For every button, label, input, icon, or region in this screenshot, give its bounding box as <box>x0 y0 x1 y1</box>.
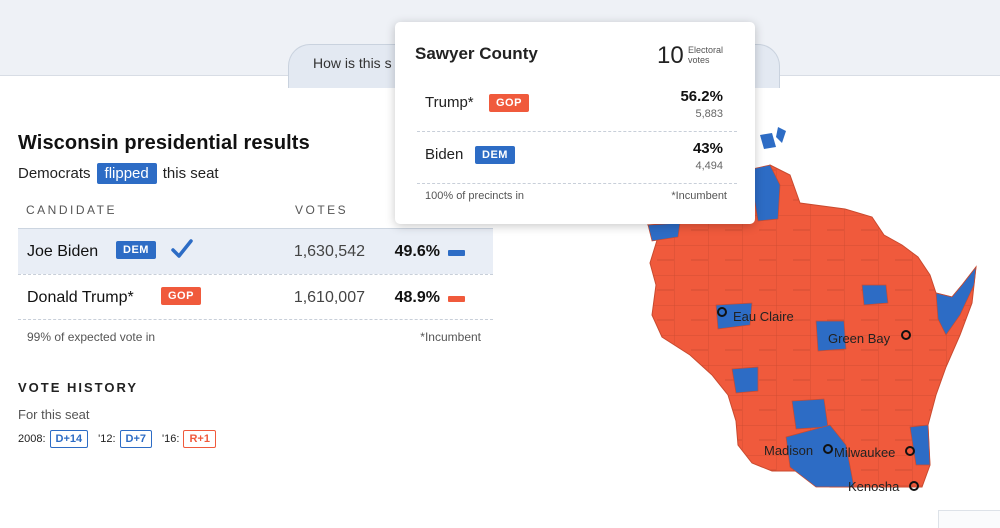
candidate-name: Donald Trump* <box>27 289 134 306</box>
results-panel: Wisconsin presidential results Democrats… <box>18 132 493 354</box>
wisconsin-county-map[interactable]: Eau Claire Green Bay Madison Milwaukee K… <box>640 125 995 495</box>
party-badge-dem: DEM <box>475 146 515 164</box>
candidate-votes: 1,630,542 <box>293 243 365 260</box>
candidate-row-trump[interactable]: Donald Trump* GOP 1,610,007 48.9% <box>18 274 493 320</box>
history-year: 2008: <box>18 433 46 445</box>
county-dane[interactable] <box>785 424 855 488</box>
city-marker-madison <box>823 444 833 454</box>
electoral-votes-count: 10 <box>657 42 684 69</box>
incumbent-note: *Incumbent <box>420 330 481 344</box>
city-marker-green-bay <box>901 330 911 340</box>
checkmark-icon <box>171 239 193 258</box>
island-apostle <box>776 127 786 143</box>
vote-share-bar <box>448 296 465 302</box>
votes-column-header: VOTES <box>295 203 349 217</box>
county-door[interactable] <box>935 265 977 336</box>
tooltip-candidate-name: Biden <box>425 146 464 163</box>
candidate-percent: 48.9% <box>394 289 440 306</box>
tooltip-row-biden: Biden DEM 43% 4,494 <box>417 134 737 184</box>
results-table-header: CANDIDATE VOTES <box>18 200 493 222</box>
summary-tail-text: this seat <box>162 165 219 182</box>
tooltip-county-name: Sawyer County <box>415 44 538 63</box>
electoral-votes-label: Electoral votes <box>688 45 724 65</box>
candidate-name: Joe Biden <box>27 243 99 260</box>
summary-party-text: Democrats <box>18 165 91 182</box>
candidate-row-biden[interactable]: Joe Biden DEM 1,630,542 49.6% <box>18 228 493 274</box>
vote-share-bar <box>448 250 465 256</box>
city-label-madison: Madison <box>764 443 813 458</box>
county-menominee[interactable] <box>861 284 889 306</box>
county-portage[interactable] <box>815 320 847 352</box>
precincts-reporting: 100% of precincts in <box>425 190 525 202</box>
tooltip-percent: 56.2% <box>680 88 723 105</box>
island-bayfield <box>760 133 776 149</box>
history-result-badge: D+7 <box>119 430 153 448</box>
city-label-kenosha: Kenosha <box>848 479 900 494</box>
tooltip-row-trump: Trump* GOP 56.2% 5,883 <box>417 82 737 132</box>
party-badge-dem: DEM <box>116 241 156 259</box>
expected-vote-note: 99% of expected vote in <box>27 330 156 344</box>
history-result-badge: R+1 <box>183 430 216 448</box>
history-result-badge: D+14 <box>49 430 89 448</box>
history-year: '16: <box>162 433 180 445</box>
results-title: Wisconsin presidential results <box>18 132 310 154</box>
vote-history-subheading: For this seat <box>18 407 90 422</box>
tooltip-candidate-name: Trump* <box>425 94 474 111</box>
party-badge-gop: GOP <box>489 94 529 112</box>
history-year: '12: <box>98 433 116 445</box>
city-marker-kenosha <box>909 481 919 491</box>
corner-control[interactable] <box>938 510 1000 528</box>
vote-history-heading: VOTE HISTORY <box>18 380 139 395</box>
vote-history: VOTE HISTORY For this seat 2008: D+14 '1… <box>18 380 226 448</box>
city-marker-eau-claire <box>717 307 727 317</box>
tooltip-votes: 5,883 <box>695 108 723 120</box>
county-boundaries <box>648 165 976 487</box>
result-summary: Democrats flipped this seat <box>18 163 493 184</box>
party-badge-gop: GOP <box>161 287 201 305</box>
city-label-eau-claire: Eau Claire <box>733 309 794 324</box>
city-marker-milwaukee <box>905 446 915 456</box>
candidate-percent: 49.6% <box>394 243 440 260</box>
candidate-votes: 1,610,007 <box>293 289 365 306</box>
vote-history-list: 2008: D+14 '12: D+7 '16: R+1 <box>18 430 226 448</box>
city-label-green-bay: Green Bay <box>828 331 891 346</box>
tooltip-votes: 4,494 <box>695 160 723 172</box>
city-label-milwaukee: Milwaukee <box>834 445 895 460</box>
candidate-column-header: CANDIDATE <box>26 203 117 217</box>
how-tab-label: How is this s <box>313 55 392 71</box>
county-sauk[interactable] <box>791 398 829 430</box>
tooltip-incumbent-note: *Incumbent <box>671 190 727 202</box>
flipped-badge: flipped <box>96 163 157 184</box>
county-tooltip: Sawyer County 10 Electoral votes Trump* … <box>395 22 755 224</box>
tooltip-percent: 43% <box>692 140 723 157</box>
county-la-crosse[interactable] <box>731 366 759 394</box>
results-footer: 99% of expected vote in *Incumbent <box>18 320 493 354</box>
